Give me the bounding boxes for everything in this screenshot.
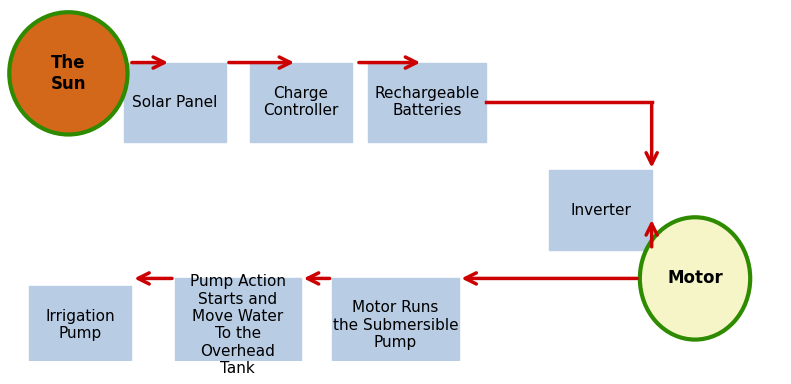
Text: Charge
Controller: Charge Controller [263, 86, 339, 118]
FancyBboxPatch shape [123, 63, 226, 142]
Text: The
Sun: The Sun [51, 54, 86, 93]
Text: Pump Action
Starts and
Move Water
To the
Overhead
Tank: Pump Action Starts and Move Water To the… [190, 274, 286, 376]
Ellipse shape [9, 12, 127, 134]
Text: Inverter: Inverter [570, 203, 631, 218]
FancyBboxPatch shape [549, 170, 652, 250]
FancyBboxPatch shape [175, 278, 301, 372]
FancyBboxPatch shape [250, 63, 352, 142]
Text: Irrigation
Pump: Irrigation Pump [45, 309, 115, 341]
FancyBboxPatch shape [332, 278, 459, 372]
FancyBboxPatch shape [29, 286, 131, 365]
Ellipse shape [640, 217, 750, 339]
Text: Motor: Motor [667, 270, 723, 288]
Text: Rechargeable
Batteries: Rechargeable Batteries [374, 86, 479, 118]
Text: Solar Panel: Solar Panel [132, 94, 218, 109]
Text: Motor Runs
the Submersible
Pump: Motor Runs the Submersible Pump [333, 300, 458, 350]
FancyBboxPatch shape [368, 63, 486, 142]
